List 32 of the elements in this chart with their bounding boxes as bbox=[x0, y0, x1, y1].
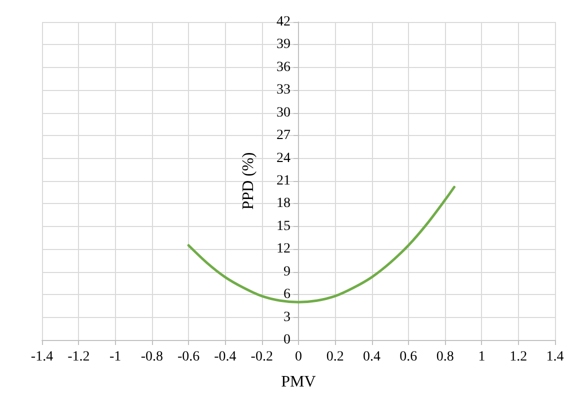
x-axis-title: PMV bbox=[281, 374, 316, 390]
y-tick-label: 39 bbox=[276, 37, 290, 52]
x-tick-label: 0.6 bbox=[400, 350, 418, 364]
y-tick-label: 42 bbox=[276, 14, 290, 30]
y-tick-label: 9 bbox=[284, 264, 290, 280]
x-tick-label: -0.4 bbox=[214, 350, 236, 364]
y-tick-label: 33 bbox=[276, 82, 290, 98]
y-tick-label: 36 bbox=[276, 60, 290, 75]
y-tick-label: 15 bbox=[276, 218, 290, 234]
x-tick-label: -0.6 bbox=[177, 350, 200, 364]
x-tick-label: -1 bbox=[109, 350, 122, 364]
x-tick-label: 0 bbox=[295, 350, 302, 364]
x-tick-label: -1.2 bbox=[68, 350, 90, 364]
y-tick-label: 3 bbox=[284, 310, 290, 325]
x-tick-label: -0.2 bbox=[250, 350, 273, 364]
y-tick-label: 30 bbox=[276, 105, 290, 120]
y-tick-label: 6 bbox=[284, 287, 290, 302]
x-tick-label: 0.2 bbox=[326, 350, 344, 364]
x-tick-label: 0.8 bbox=[436, 350, 454, 364]
y-tick-label: 27 bbox=[276, 128, 290, 144]
y-tick-label: 21 bbox=[276, 174, 290, 188]
x-tick-label: 0.4 bbox=[363, 350, 381, 364]
y-tick-label: 12 bbox=[276, 242, 290, 257]
x-tick-label: 1 bbox=[478, 350, 486, 364]
x-tick-label: 1.2 bbox=[510, 350, 528, 364]
y-tick-label: 24 bbox=[276, 150, 290, 166]
y-axis-title: PPD (%) bbox=[240, 152, 257, 210]
x-tick-label: -0.8 bbox=[140, 350, 164, 364]
y-tick-label: 0 bbox=[284, 332, 290, 348]
x-tick-label: -1.4 bbox=[30, 350, 54, 364]
x-tick-label: 1.4 bbox=[546, 350, 564, 364]
y-tick-label: 18 bbox=[276, 196, 290, 212]
